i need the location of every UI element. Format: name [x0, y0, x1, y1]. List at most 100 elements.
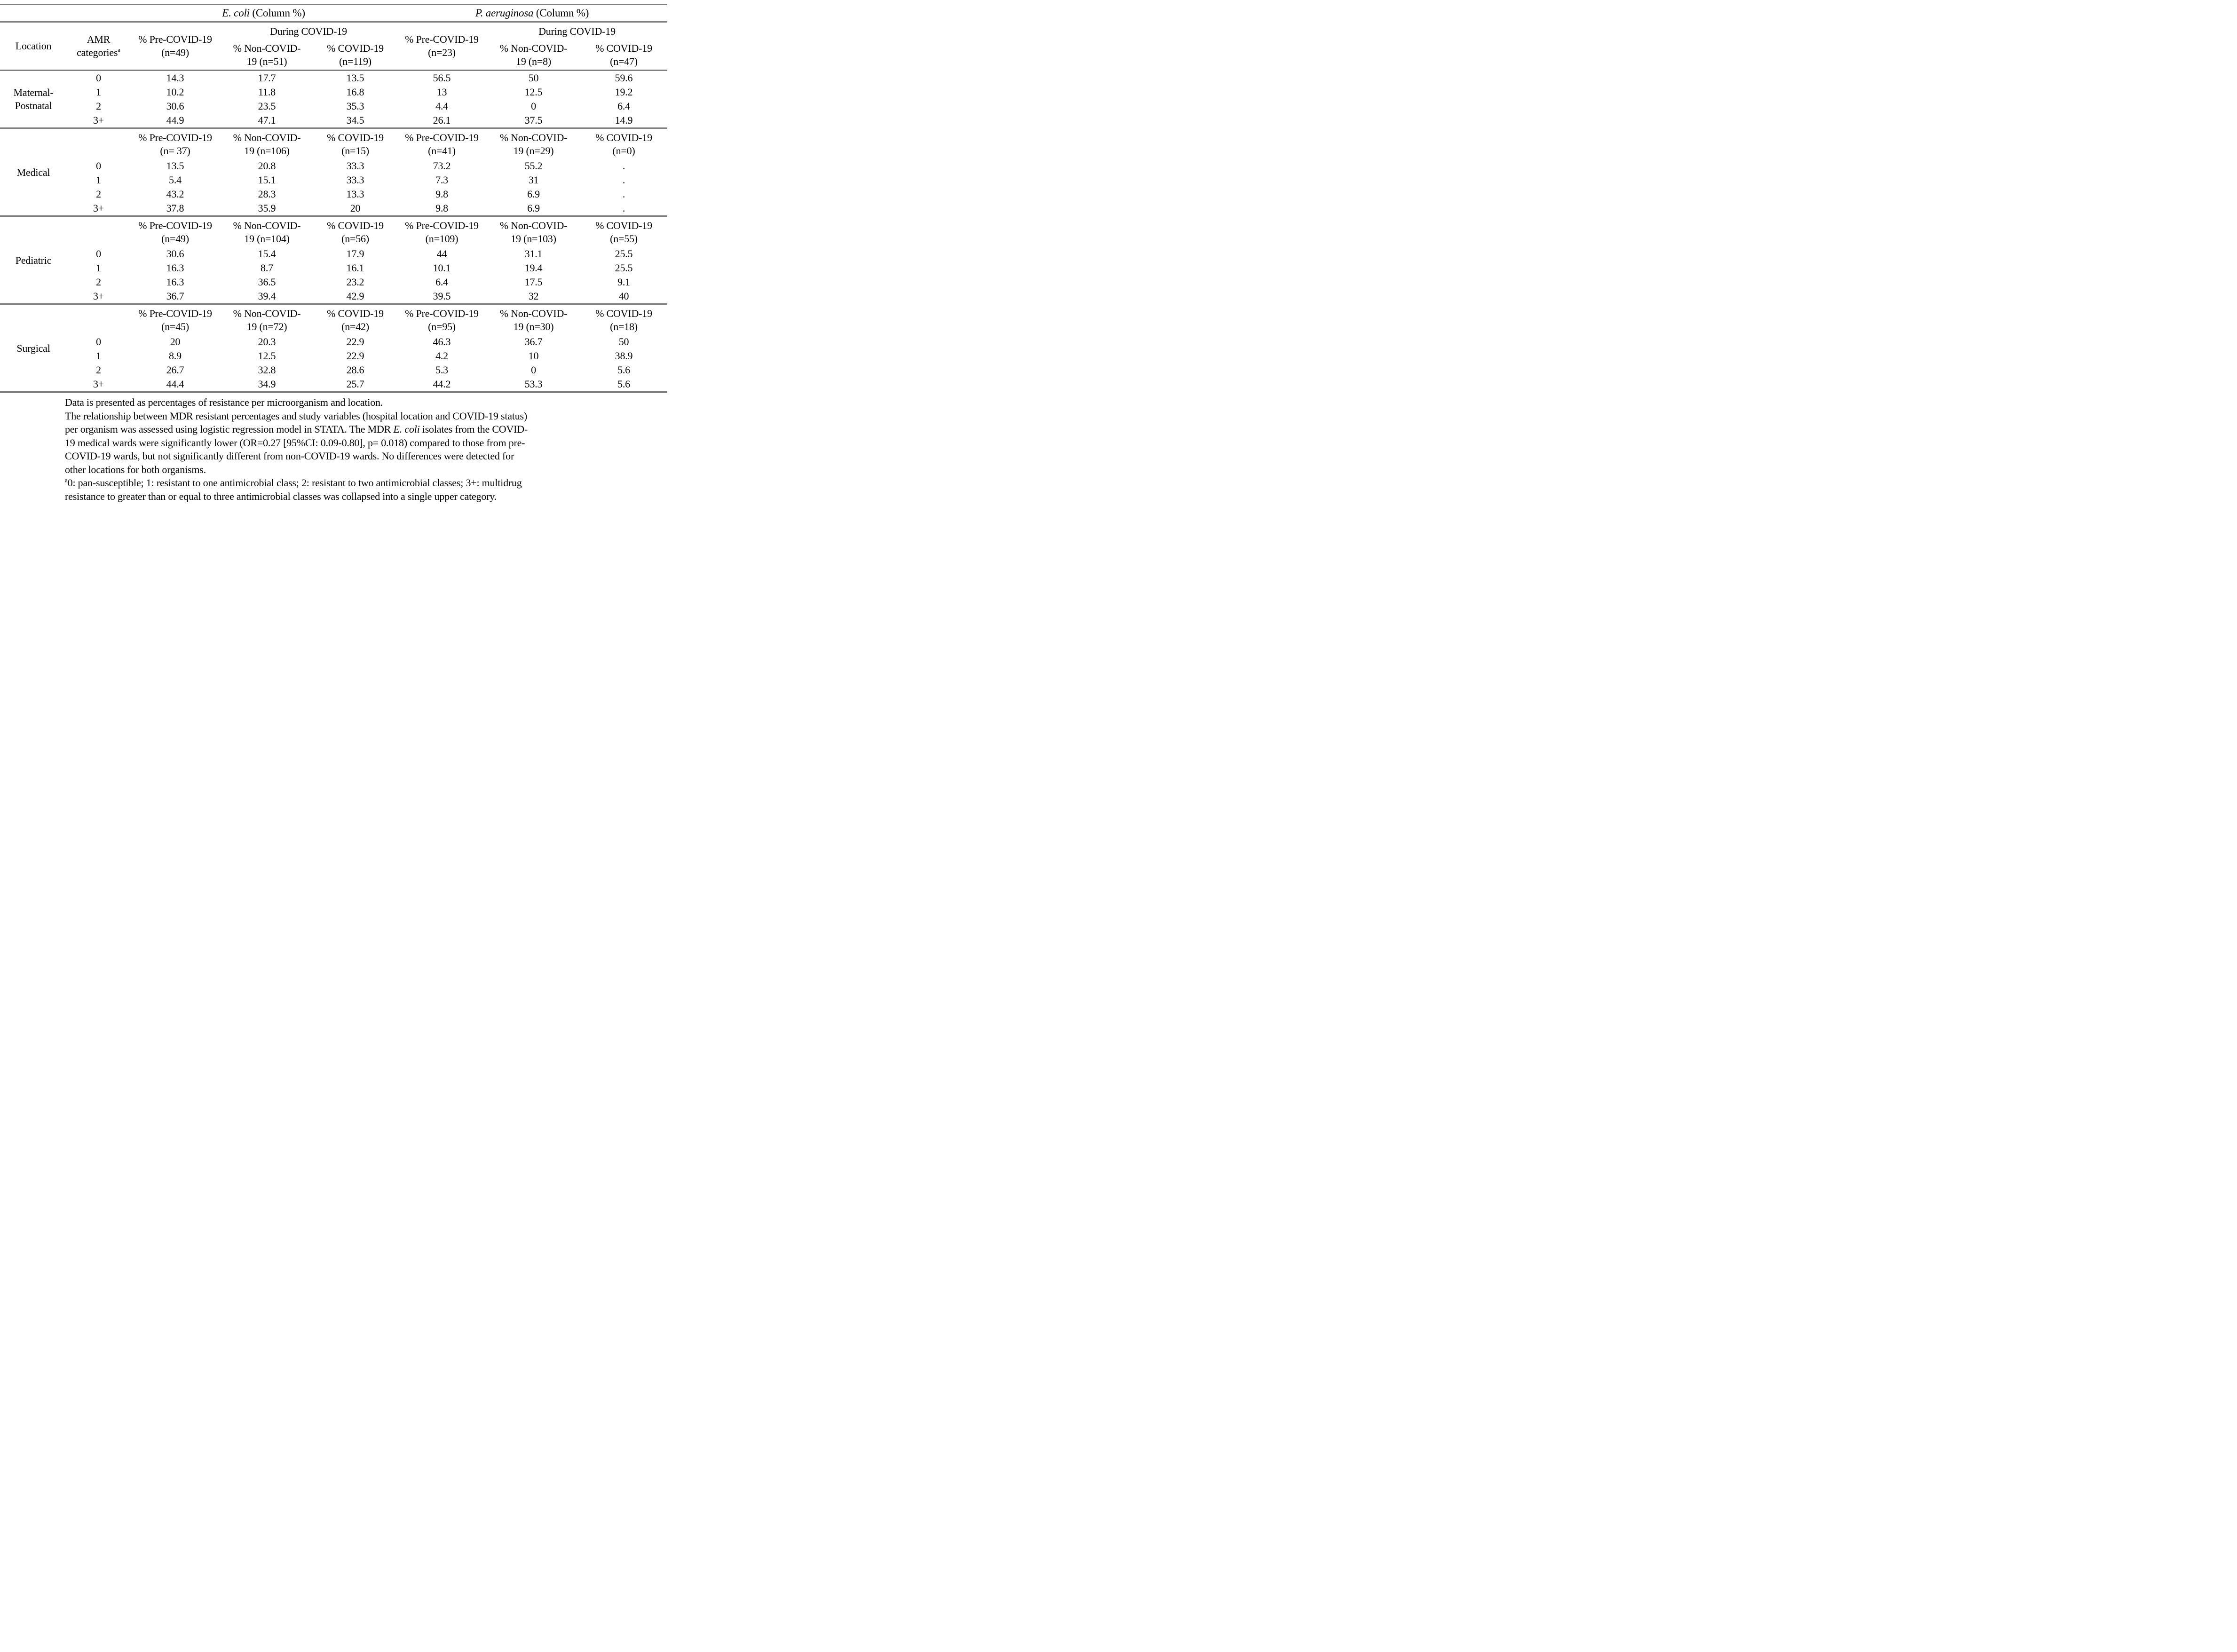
data-cell: 37.8 — [130, 201, 220, 217]
subheader-cell: % COVID-19 (n=55) — [595, 220, 652, 245]
data-cell: 4.4 — [435, 100, 448, 112]
table-row: 1 10.2 11.8 16.8 13 12.5 19.2 — [0, 85, 667, 99]
footnote-line: COVID-19 wards, but not significantly di… — [65, 450, 514, 462]
data-cell: 16.1 — [346, 262, 364, 274]
data-cell: 37.5 — [487, 113, 581, 129]
location-label-maternal-postnatal: Maternal- Postnatal — [0, 70, 67, 129]
subheader-cell: % Non-COVID- 19 (n=29) — [499, 132, 568, 157]
subheader-cell: % Non-COVID- 19 (n=103) — [499, 220, 568, 245]
subheader-cell: % COVID-19 (n=18) — [595, 308, 652, 332]
data-cell: 5.6 — [580, 377, 668, 393]
data-cell: 7.3 — [435, 174, 448, 186]
data-cell: 16.3 — [166, 276, 184, 288]
data-cell: 39.5 — [397, 289, 487, 305]
footnote-line: a0: pan-susceptible; 1: resistant to one… — [65, 476, 522, 489]
data-cell: 23.2 — [346, 276, 364, 288]
subheader-row: Pediatric % Pre-COVID-19 (n=49) % Non-COV… — [0, 216, 667, 305]
data-cell: 38.9 — [615, 350, 633, 362]
data-cell: 5.4 — [169, 174, 182, 186]
empty-cell — [67, 304, 130, 335]
data-cell: 6.9 — [527, 188, 540, 200]
amr-category-cell: 2 — [96, 276, 101, 288]
during-sub-header-row: % Non-COVID- 19 (n=51) % COVID-19 (n=119… — [0, 40, 668, 71]
subheader-cell: % Non-COVID- 19 (n=30) — [499, 308, 568, 332]
table-row: 1 8.9 12.5 22.9 4.2 10 38.9 — [0, 349, 667, 363]
table-row: 0 20 20.3 22.9 46.3 36.7 50 — [0, 335, 667, 349]
col-header-amr-categories: AMR categoriesa — [67, 22, 130, 71]
amr-resistance-table: E. coli (Column %) P. aeruginosa (Column… — [0, 4, 668, 393]
subheader-cell: % Pre-COVID-19 (n=45) — [138, 308, 212, 332]
data-cell: 33.3 — [346, 174, 364, 186]
data-cell: . — [622, 174, 625, 186]
col-header-location: Location — [0, 22, 67, 71]
footnote-line: other locations for both organisms. — [65, 463, 206, 475]
amr-category-cell: 2 — [96, 364, 101, 376]
data-cell: 36.5 — [258, 276, 276, 288]
data-cell: 17.7 — [258, 72, 276, 84]
amr-category-cell: 0 — [96, 160, 101, 172]
amr-category-cell: 3+ — [67, 289, 130, 305]
data-cell: 6.9 — [487, 201, 581, 217]
data-cell: 13.5 — [166, 160, 184, 172]
amr-category-cell: 0 — [96, 336, 101, 348]
data-cell: 32 — [487, 289, 581, 305]
footnote-line: per organism was assessed using logistic… — [65, 423, 528, 435]
data-cell: 8.9 — [169, 350, 182, 362]
paeruginosa-name: P. aeruginosa — [475, 7, 534, 19]
subheader-cell: % Pre-COVID-19 (n= 37) — [138, 132, 212, 157]
location-label-medical: Medical — [0, 128, 67, 217]
data-cell: 13.3 — [346, 188, 364, 200]
amr-category-cell: 0 — [96, 72, 101, 84]
subheader-row: Medical % Pre-COVID-19 (n= 37) % Non-COVI… — [0, 128, 667, 217]
data-cell: 12.5 — [258, 350, 276, 362]
data-cell: 39.4 — [220, 289, 314, 305]
data-cell: 50 — [618, 336, 629, 348]
amr-category-cell: 1 — [96, 174, 101, 186]
footnotes: Data is presented as percentages of resi… — [65, 396, 648, 503]
data-cell: 26.7 — [166, 364, 184, 376]
data-cell: 31.1 — [524, 248, 543, 260]
empty-cell — [67, 128, 130, 159]
data-cell: 47.1 — [220, 113, 314, 129]
data-cell: 44 — [436, 248, 447, 260]
data-cell: 15.1 — [258, 174, 276, 186]
data-cell: 35.9 — [220, 201, 314, 217]
footnote-line: Data is presented as percentages of resi… — [65, 396, 383, 408]
page: E. coli (Column %) P. aeruginosa (Column… — [0, 0, 668, 503]
table-row: 0 30.6 15.4 17.9 44 31.1 25.5 — [0, 247, 667, 261]
data-cell: 0 — [531, 364, 536, 376]
subheader-cell: % COVID-19 (n=56) — [327, 220, 384, 245]
data-cell: 10.2 — [166, 86, 184, 98]
data-cell: 34.5 — [314, 113, 397, 129]
data-cell: 20 — [170, 336, 181, 348]
table-row: 3+ 36.7 39.4 42.9 39.5 32 40 — [0, 289, 668, 305]
data-cell: 50 — [528, 72, 539, 84]
footnote-marker-a: a — [118, 46, 120, 54]
subheader-cell: % Pre-COVID-19 (n=41) — [405, 132, 479, 157]
data-cell: 44.4 — [130, 377, 220, 393]
data-cell: 15.4 — [258, 248, 276, 260]
col-header-pa-noncovid: % Non-COVID- 19 (n=8) — [487, 40, 581, 71]
table-row: 2 16.3 36.5 23.2 6.4 17.5 9.1 — [0, 275, 667, 289]
ecoli-italic: E. coli — [393, 423, 420, 435]
data-cell: . — [580, 201, 668, 217]
data-cell: 28.6 — [346, 364, 364, 376]
data-cell: 22.9 — [346, 350, 364, 362]
subheader-cell: % COVID-19 (n=15) — [327, 132, 384, 157]
table-row: 2 43.2 28.3 13.3 9.8 6.9 . — [0, 187, 667, 201]
table-row: 2 30.6 23.5 35.3 4.4 0 6.4 — [0, 99, 667, 113]
subheader-cell: % COVID-19 (n=0) — [595, 132, 652, 157]
data-cell: 20 — [314, 201, 397, 217]
subheader-cell: % Pre-COVID-19 (n=95) — [405, 308, 479, 332]
footnote-line: 19 medical wards were significantly lowe… — [65, 436, 525, 449]
data-cell: 40 — [580, 289, 668, 305]
col-header-pa-during: During COVID-19 — [538, 25, 616, 37]
data-cell: 53.3 — [487, 377, 581, 393]
data-cell: 10.1 — [433, 262, 451, 274]
data-cell: 25.5 — [615, 262, 633, 274]
data-cell: 59.6 — [615, 72, 633, 84]
location-label-surgical: Surgical — [0, 304, 67, 393]
empty-corner-cell — [0, 4, 130, 23]
data-cell: 34.9 — [220, 377, 314, 393]
data-cell: 9.1 — [617, 276, 630, 288]
